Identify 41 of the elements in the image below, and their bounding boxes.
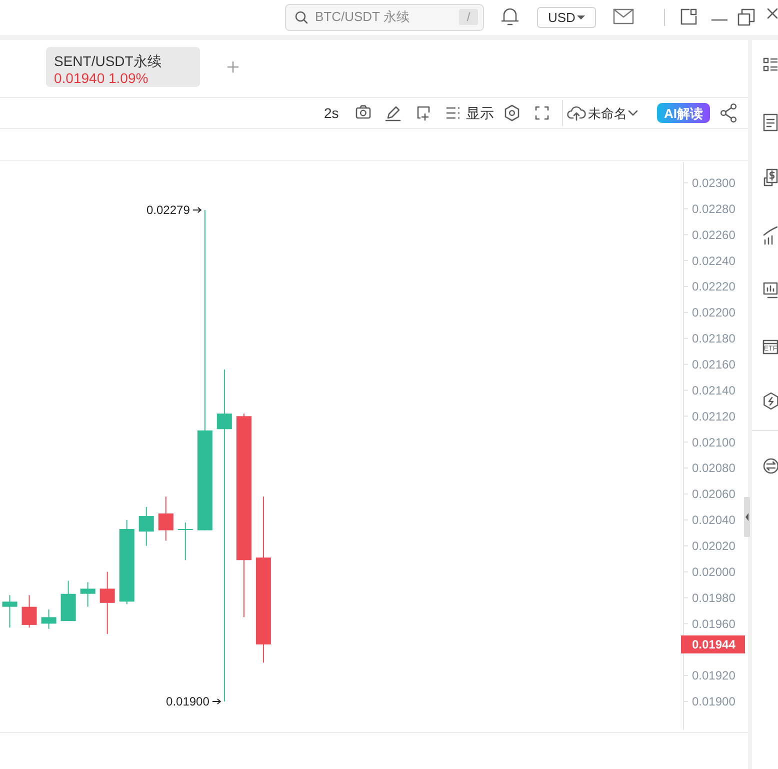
text: 2s: [324, 105, 339, 121]
text: USD: [548, 10, 576, 25]
text: 未命名: [588, 106, 627, 121]
y-tick-label: 0.02120: [692, 409, 736, 424]
chart-subtitle: 0.01940 1.09%: [54, 70, 148, 86]
candlestick: [41, 608, 56, 630]
text: AI解读: [664, 106, 703, 121]
candlestick: [2, 594, 18, 628]
candlestick: [216, 368, 232, 702]
annotation: 0.01900: [166, 694, 210, 709]
candlestick: [178, 522, 193, 561]
candlestick: [80, 582, 96, 608]
y-tick-label: 0.02020: [692, 539, 736, 554]
y-tick-label: 0.02200: [692, 306, 736, 320]
y-tick-label: 0.02300: [692, 176, 736, 190]
y-tick-label: 0.02280: [692, 202, 736, 216]
y-tick-label: 0.01980: [692, 590, 736, 605]
y-tick-label: 0.01960: [692, 616, 736, 631]
y-tick-label: 0.02100: [692, 435, 736, 450]
annotation: 0.02279: [146, 203, 190, 218]
candlestick: [158, 496, 174, 542]
y-tick-label: 0.02240: [692, 254, 736, 268]
y-tick-label: 0.02180: [692, 332, 736, 346]
y-tick-label: 0.02040: [692, 513, 736, 528]
y-tick-label: 0.01900: [692, 694, 736, 709]
y-tick-label: 0.02260: [692, 228, 736, 242]
y-tick-label: 0.01920: [692, 668, 736, 683]
y-tick-label: 0.02140: [692, 383, 736, 398]
candlestick: [138, 506, 154, 546]
candlestick: [100, 571, 115, 635]
text: BTC/USDT 永续: [315, 9, 410, 24]
candlestick: [22, 594, 37, 628]
text: 显示: [466, 105, 494, 121]
y-tick-label: 0.02160: [692, 358, 736, 372]
y-tick-label: 0.02000: [692, 564, 736, 579]
chart-title: SENT/USDT永续: [54, 53, 162, 69]
y-tick-label: 0.02220: [692, 280, 736, 294]
text: 0.01944: [692, 638, 736, 652]
y-tick-label: 0.02080: [692, 461, 736, 476]
text: /: [466, 10, 471, 24]
y-tick-label: 0.02060: [692, 487, 736, 502]
